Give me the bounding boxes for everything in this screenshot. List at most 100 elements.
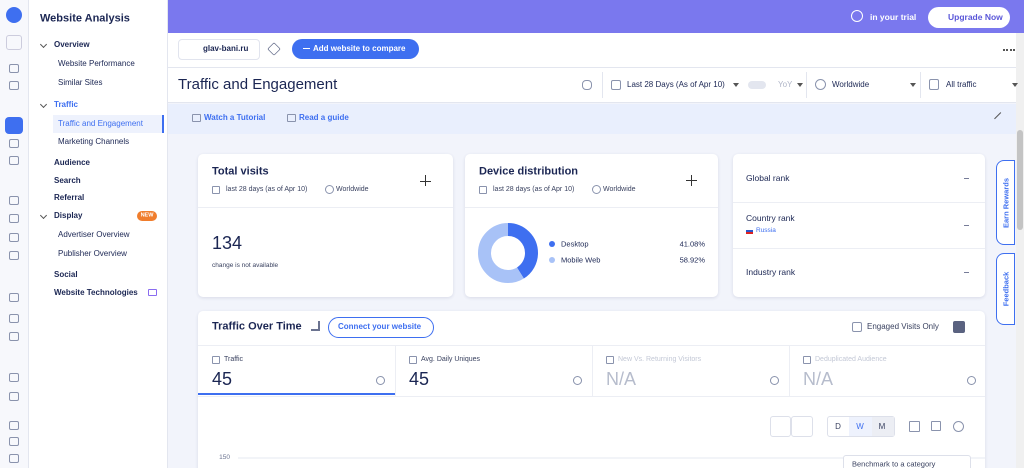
caret[interactable] bbox=[733, 83, 739, 87]
legend-value: 41.08% bbox=[679, 239, 705, 249]
legend-dot bbox=[549, 241, 555, 247]
tab-underline bbox=[198, 393, 395, 395]
nav-item[interactable]: Website Performance bbox=[58, 59, 135, 69]
traffic-filter[interactable]: All traffic bbox=[946, 80, 977, 90]
nav-item[interactable]: Overview bbox=[54, 40, 90, 50]
chart-type[interactable] bbox=[791, 416, 813, 437]
caret[interactable] bbox=[1012, 83, 1018, 87]
guide-link[interactable]: Read a guide bbox=[299, 113, 349, 123]
info-icon bbox=[770, 376, 779, 385]
rail-icon bbox=[9, 454, 19, 463]
nav-item[interactable]: Publisher Overview bbox=[58, 249, 127, 259]
rank-label: Country rank bbox=[746, 212, 795, 223]
rank-card bbox=[733, 154, 985, 297]
nav-item[interactable]: Referral bbox=[54, 193, 85, 203]
granularity-option[interactable]: W bbox=[856, 422, 864, 432]
engaged-label: Engaged Visits Only bbox=[867, 322, 939, 332]
nav-item[interactable]: Traffic and Engagement bbox=[58, 119, 143, 129]
rail-icon bbox=[9, 373, 19, 382]
metric-label[interactable]: Avg. Daily Uniques bbox=[421, 355, 481, 363]
nav-item[interactable]: Social bbox=[54, 270, 78, 280]
search-btn[interactable] bbox=[6, 35, 22, 50]
tutorial-icon bbox=[192, 114, 201, 122]
caret[interactable] bbox=[910, 83, 916, 87]
rail-icon bbox=[9, 81, 19, 90]
compare-btn[interactable] bbox=[292, 39, 419, 59]
upgrade-btn[interactable] bbox=[928, 7, 1010, 28]
granularity-option[interactable]: D bbox=[835, 422, 841, 432]
nav-item[interactable]: Advertiser Overview bbox=[58, 230, 130, 240]
site-chip[interactable] bbox=[178, 39, 260, 60]
benchmark-dd[interactable] bbox=[843, 455, 971, 468]
compare-label[interactable]: Add website to compare bbox=[313, 44, 406, 54]
rail-icon bbox=[9, 156, 19, 165]
info-icon bbox=[967, 376, 976, 385]
trial-text: in your trial bbox=[870, 11, 917, 22]
country: Russia bbox=[756, 227, 776, 235]
connect-label[interactable]: Connect your website bbox=[338, 322, 422, 332]
rank-value: – bbox=[963, 172, 969, 183]
rail-icon bbox=[9, 251, 19, 260]
download-icon bbox=[909, 421, 920, 432]
nav-item[interactable]: Audience bbox=[54, 158, 91, 168]
region[interactable]: Worldwide bbox=[832, 80, 870, 90]
side-tab-label[interactable]: Feedback bbox=[1001, 271, 1011, 307]
col-sep bbox=[395, 346, 396, 396]
nav-item[interactable]: Display bbox=[54, 211, 83, 221]
caret[interactable] bbox=[797, 83, 803, 87]
rank-value: – bbox=[963, 266, 969, 277]
clock-icon bbox=[851, 10, 863, 22]
traffic-icon bbox=[929, 79, 939, 90]
plus-h bbox=[686, 180, 697, 181]
legend-value: 58.92% bbox=[679, 255, 705, 265]
banner bbox=[168, 104, 1016, 134]
granularity-option[interactable]: M bbox=[878, 422, 886, 432]
nav-item[interactable]: Traffic bbox=[54, 100, 79, 110]
date-range[interactable]: Last 28 Days (As of Apr 10) bbox=[627, 80, 725, 90]
chart-type[interactable] bbox=[770, 416, 791, 437]
metric-label[interactable]: Traffic bbox=[224, 355, 244, 363]
metric-icon bbox=[606, 356, 614, 364]
divider bbox=[198, 345, 985, 346]
calendar-icon bbox=[479, 186, 487, 194]
side-tab[interactable] bbox=[996, 253, 1015, 325]
rail-icon bbox=[9, 392, 19, 401]
nav-item[interactable]: Similar Sites bbox=[58, 78, 103, 88]
rank-label: Global rank bbox=[746, 172, 790, 183]
upgrade-label[interactable]: Upgrade Now bbox=[948, 11, 1003, 22]
divider bbox=[733, 202, 985, 203]
benchmark-label[interactable]: Benchmark to a category bbox=[852, 459, 936, 468]
metric-label[interactable]: Deduplicated Audience bbox=[815, 355, 887, 363]
scroll-thumb[interactable] bbox=[1017, 130, 1023, 230]
y-tick-label: 150 bbox=[219, 454, 230, 462]
nav-item[interactable]: Website Technologies bbox=[54, 288, 138, 298]
side-tab[interactable] bbox=[996, 160, 1015, 245]
metric-label[interactable]: New Vs. Returning Visitors bbox=[618, 355, 702, 363]
rail-icon bbox=[9, 214, 19, 223]
legend-dot bbox=[549, 257, 555, 263]
card-title: Total visits bbox=[212, 165, 269, 178]
tutorial-link[interactable]: Watch a Tutorial bbox=[204, 113, 266, 123]
bars-icon bbox=[311, 321, 320, 331]
more[interactable] bbox=[1003, 49, 1015, 51]
plus-v bbox=[425, 175, 426, 186]
new-badge: NEW bbox=[140, 212, 154, 219]
connect-btn[interactable] bbox=[328, 317, 434, 338]
crown bbox=[148, 289, 157, 296]
domain: glav-bani.ru bbox=[203, 44, 249, 54]
sidebar bbox=[29, 0, 168, 468]
rail-icon bbox=[9, 64, 19, 73]
excel-icon[interactable] bbox=[953, 321, 965, 333]
nav-item[interactable]: Search bbox=[54, 176, 81, 186]
checkbox[interactable] bbox=[852, 322, 862, 332]
sidebar-title: Website Analysis bbox=[40, 12, 130, 25]
nav-item[interactable]: Marketing Channels bbox=[58, 137, 130, 147]
granularity bbox=[827, 416, 895, 437]
side-tab-label[interactable]: Earn Rewards bbox=[1001, 177, 1011, 228]
granularity-active bbox=[849, 417, 872, 436]
rail-active[interactable] bbox=[5, 117, 23, 134]
calendar-icon bbox=[212, 186, 220, 194]
add-icon bbox=[931, 421, 941, 431]
toggle[interactable] bbox=[748, 81, 766, 89]
